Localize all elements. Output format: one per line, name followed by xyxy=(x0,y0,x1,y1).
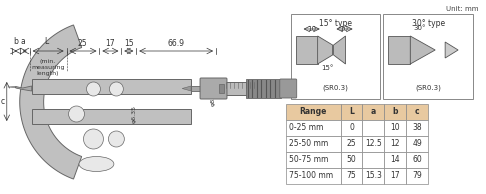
Text: 25: 25 xyxy=(78,40,87,48)
Bar xyxy=(384,104,406,120)
Circle shape xyxy=(69,106,85,122)
Text: (SR0.3): (SR0.3) xyxy=(323,85,348,91)
Text: 0: 0 xyxy=(349,124,354,133)
Text: 30°: 30° xyxy=(413,25,426,31)
FancyBboxPatch shape xyxy=(200,78,227,99)
Text: Unit: mm: Unit: mm xyxy=(446,6,478,12)
Text: 25: 25 xyxy=(347,139,356,148)
Bar xyxy=(295,36,318,64)
Bar xyxy=(406,152,428,168)
Text: 49: 49 xyxy=(413,139,422,148)
Bar xyxy=(286,152,341,168)
Bar xyxy=(221,82,271,95)
Text: 17: 17 xyxy=(391,171,400,180)
Text: (SR0.3): (SR0.3) xyxy=(415,85,441,91)
Text: 17: 17 xyxy=(105,40,115,48)
Text: 15° type: 15° type xyxy=(319,19,352,28)
Bar xyxy=(406,168,428,184)
Text: 25-50 mm: 25-50 mm xyxy=(289,139,328,148)
Circle shape xyxy=(109,82,123,96)
Bar xyxy=(384,152,406,168)
Text: b: b xyxy=(393,107,398,117)
Bar xyxy=(388,36,410,64)
Bar xyxy=(363,104,384,120)
Polygon shape xyxy=(8,87,16,88)
Text: φ8.8: φ8.8 xyxy=(211,92,216,106)
Ellipse shape xyxy=(79,157,114,171)
Polygon shape xyxy=(445,42,458,58)
Text: 12: 12 xyxy=(391,139,400,148)
Bar xyxy=(341,104,363,120)
Bar xyxy=(363,168,384,184)
Polygon shape xyxy=(410,36,435,64)
Bar xyxy=(383,14,473,99)
Text: L: L xyxy=(349,107,354,117)
Text: 12.5: 12.5 xyxy=(365,139,382,148)
Text: 15.3: 15.3 xyxy=(365,171,382,180)
Text: b: b xyxy=(13,37,18,46)
Bar xyxy=(286,168,341,184)
Bar xyxy=(363,136,384,152)
Circle shape xyxy=(84,129,104,149)
Bar xyxy=(219,84,224,93)
Bar xyxy=(341,168,363,184)
Bar xyxy=(363,120,384,136)
Polygon shape xyxy=(333,36,346,64)
Text: 0-25 mm: 0-25 mm xyxy=(289,124,323,133)
Bar xyxy=(384,168,406,184)
Bar xyxy=(406,120,428,136)
Bar xyxy=(341,152,363,168)
Text: 66.9: 66.9 xyxy=(168,40,185,48)
Bar xyxy=(341,120,363,136)
Bar xyxy=(406,136,428,152)
Polygon shape xyxy=(32,109,191,124)
Text: a: a xyxy=(371,107,376,117)
Text: 15°: 15° xyxy=(321,65,334,71)
Bar xyxy=(286,136,341,152)
Text: 14: 14 xyxy=(391,156,400,165)
Polygon shape xyxy=(16,86,32,91)
Text: 38: 38 xyxy=(413,124,422,133)
Text: 10: 10 xyxy=(307,26,316,32)
Bar xyxy=(246,79,281,98)
Text: φ6.35: φ6.35 xyxy=(131,105,136,123)
Polygon shape xyxy=(182,86,191,91)
Text: 30° type: 30° type xyxy=(412,19,445,28)
Text: (min.
measuring
length): (min. measuring length) xyxy=(31,59,64,76)
Bar xyxy=(191,86,216,91)
Bar xyxy=(384,136,406,152)
Text: c: c xyxy=(415,107,419,117)
Bar xyxy=(406,104,428,120)
FancyBboxPatch shape xyxy=(280,79,297,98)
Text: 50-75 mm: 50-75 mm xyxy=(289,156,328,165)
Bar xyxy=(363,152,384,168)
Text: 15: 15 xyxy=(124,40,134,48)
Text: 10: 10 xyxy=(391,124,400,133)
Polygon shape xyxy=(318,36,332,64)
Text: a: a xyxy=(20,37,25,46)
Text: 60: 60 xyxy=(413,156,422,165)
Text: 10: 10 xyxy=(339,26,348,32)
Text: 50: 50 xyxy=(347,156,356,165)
Polygon shape xyxy=(32,79,191,94)
Bar xyxy=(384,120,406,136)
Circle shape xyxy=(87,82,101,96)
Bar xyxy=(291,14,381,99)
Text: 75: 75 xyxy=(347,171,356,180)
Text: c: c xyxy=(0,98,5,107)
Polygon shape xyxy=(20,25,82,179)
Text: 79: 79 xyxy=(413,171,422,180)
Text: L: L xyxy=(45,37,49,46)
Bar xyxy=(286,104,341,120)
Bar xyxy=(341,136,363,152)
Circle shape xyxy=(108,131,124,147)
Text: Range: Range xyxy=(299,107,327,117)
Bar xyxy=(286,120,341,136)
Text: 75-100 mm: 75-100 mm xyxy=(289,171,333,180)
